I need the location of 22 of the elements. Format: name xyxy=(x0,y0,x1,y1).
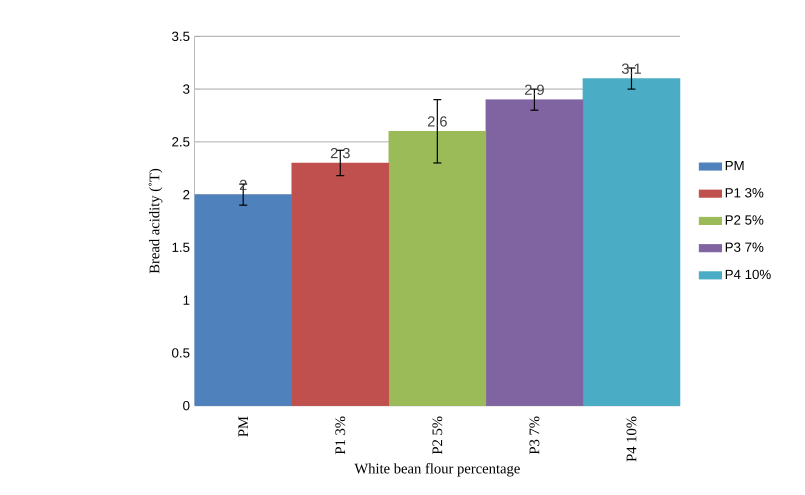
y-tick-label: 3 xyxy=(183,84,190,94)
y-tick-label: 1 xyxy=(184,296,190,305)
x-tick-label: P4 10% xyxy=(626,416,636,462)
x-axis-title: White bean flour percentage xyxy=(354,463,520,476)
y-tick-label: 2.5 xyxy=(172,137,190,147)
x-tick-label: P2 5% xyxy=(432,416,442,454)
legend-label: PM xyxy=(726,161,744,170)
y-tick-label: 1.5 xyxy=(172,242,190,252)
legend-label: P1 3% xyxy=(726,188,764,198)
y-tick-label: 2 xyxy=(183,190,190,200)
y-tick-label: 3.5 xyxy=(172,32,190,42)
data-label: 2.9 xyxy=(524,84,544,95)
legend-label: P4 10% xyxy=(726,270,771,280)
y-tick-label: 0.5 xyxy=(172,348,190,358)
data-label: 3.1 xyxy=(622,64,641,74)
x-tick-label: P3 7% xyxy=(529,416,540,454)
legend-label: P3 7% xyxy=(726,242,764,252)
x-tick-label: P1 3% xyxy=(335,416,346,454)
x-tick-label: PM xyxy=(238,416,248,437)
y-axis-title: Bread acidity (˚T) xyxy=(148,168,162,274)
y-tick-label: 0 xyxy=(183,400,190,410)
legend-label: P2 5% xyxy=(726,215,764,225)
